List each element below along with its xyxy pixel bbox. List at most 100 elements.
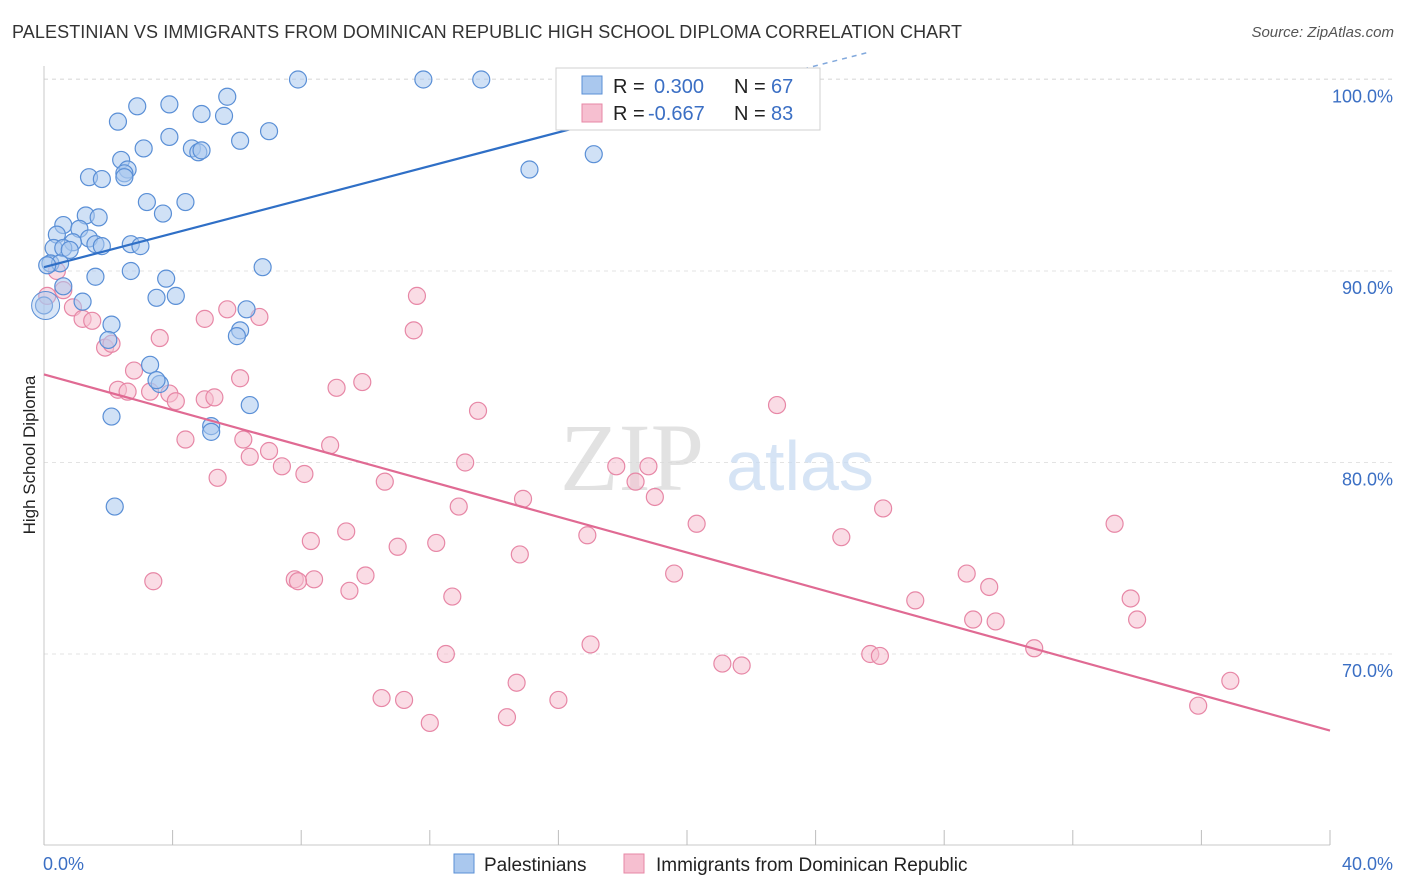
pink-point <box>340 581 359 600</box>
blue-point <box>60 240 79 260</box>
blue-point <box>192 104 211 124</box>
pink-point <box>449 497 468 516</box>
pink-point <box>1189 696 1208 715</box>
legend-r-label-2: R = <box>613 103 645 125</box>
pink-point <box>150 328 169 348</box>
pink-point <box>356 566 375 585</box>
y-tick-label: 100.0% <box>1332 87 1393 107</box>
blue-point <box>147 288 166 307</box>
blue-point <box>202 422 221 441</box>
y-tick-label: 90.0% <box>1342 278 1393 298</box>
pink-point <box>468 401 488 420</box>
legend-r-value-2: -0.667 <box>648 103 705 125</box>
pink-point <box>372 688 391 708</box>
pink-point <box>176 430 195 449</box>
series-legend-swatch-blue <box>453 853 475 874</box>
pink-point <box>626 472 645 491</box>
blue-point <box>231 131 250 150</box>
pink-point <box>304 570 324 589</box>
trend-lines <box>43 51 1331 732</box>
watermark-atlas: atlas <box>726 427 874 505</box>
pink-point <box>767 395 787 415</box>
pink-point <box>295 464 314 484</box>
pink-point <box>645 487 664 507</box>
watermark-zip: ZIP <box>560 404 704 511</box>
pink-point <box>906 591 925 610</box>
legend-n-label-1: N = <box>734 76 766 98</box>
blue-point <box>86 267 105 286</box>
pink-point <box>407 286 427 305</box>
legend-swatch-pink <box>581 103 603 123</box>
pink-point <box>337 522 356 541</box>
pink-point <box>957 564 976 583</box>
blue-point <box>140 355 160 374</box>
blue-point <box>520 160 539 179</box>
blue-point <box>253 258 272 277</box>
pink-point <box>259 441 279 461</box>
pink-point <box>420 713 439 733</box>
pink-point <box>870 646 890 666</box>
series-legend-label-pink: Immigrants from Dominican Republic <box>656 855 968 876</box>
pink-point <box>124 361 144 380</box>
pink-point <box>687 514 706 533</box>
pink-point <box>665 564 684 583</box>
pink-point <box>288 572 308 591</box>
blue-point <box>472 70 491 89</box>
y-tick-label: 80.0% <box>1342 470 1393 490</box>
pink-point <box>456 453 475 472</box>
pink-point <box>578 526 597 545</box>
pink-point <box>83 311 102 330</box>
tick-labels: 70.0% 80.0% 90.0% 100.0% 0.0% 40.0% <box>43 87 1393 875</box>
x-tick-label: 40.0% <box>1342 854 1393 874</box>
pink-point <box>507 673 526 692</box>
blue-point <box>54 277 73 296</box>
legend-n-value-1: 67 <box>771 76 793 98</box>
blue-points <box>31 70 603 516</box>
blue-point <box>105 497 124 516</box>
blue-point <box>176 192 195 212</box>
x-tick-label: 0.0% <box>43 854 84 874</box>
pink-point <box>404 321 423 340</box>
gridlines <box>44 78 1392 655</box>
pink-point <box>510 545 529 564</box>
pink-point <box>166 392 185 411</box>
blue-point <box>157 269 176 288</box>
blue-point <box>288 70 308 89</box>
pink-point <box>394 690 414 710</box>
pink-point <box>1121 589 1140 608</box>
pink-point <box>1127 610 1147 629</box>
pink-point <box>964 610 983 629</box>
pink-point <box>1105 514 1124 533</box>
pink-point <box>144 572 163 591</box>
pink-point <box>639 457 658 476</box>
pink-point <box>375 472 394 491</box>
blue-point-large <box>31 290 61 320</box>
pink-point <box>832 528 851 547</box>
series-legend: Palestinians Immigrants from Dominican R… <box>453 853 968 876</box>
blue-point <box>99 330 118 350</box>
pink-point <box>388 537 407 556</box>
pink-point <box>208 468 227 487</box>
blue-point <box>134 139 153 158</box>
stats-legend: R = 0.300 N = 67 R = -0.667 N = 83 <box>555 67 821 131</box>
pink-point <box>234 430 253 449</box>
pink-point <box>427 533 446 553</box>
blue-point <box>92 169 111 189</box>
chart-title: PALESTINIAN VS IMMIGRANTS FROM DOMINICAN… <box>12 22 963 42</box>
pink-point <box>443 587 462 606</box>
pink-point <box>607 457 626 476</box>
blue-point <box>34 296 54 315</box>
source-label: Source: ZipAtlas.com <box>1251 24 1394 41</box>
blue-point <box>192 141 211 160</box>
pink-point <box>549 690 568 710</box>
pink-point <box>980 577 999 597</box>
blue-point <box>214 106 234 125</box>
blue-point <box>227 327 246 346</box>
pink-point <box>713 654 732 673</box>
blue-point <box>102 315 121 334</box>
blue-point <box>237 300 256 319</box>
pink-point <box>497 708 517 727</box>
pink-point <box>581 635 600 654</box>
pink-point <box>327 378 346 397</box>
pink-point <box>301 531 320 551</box>
